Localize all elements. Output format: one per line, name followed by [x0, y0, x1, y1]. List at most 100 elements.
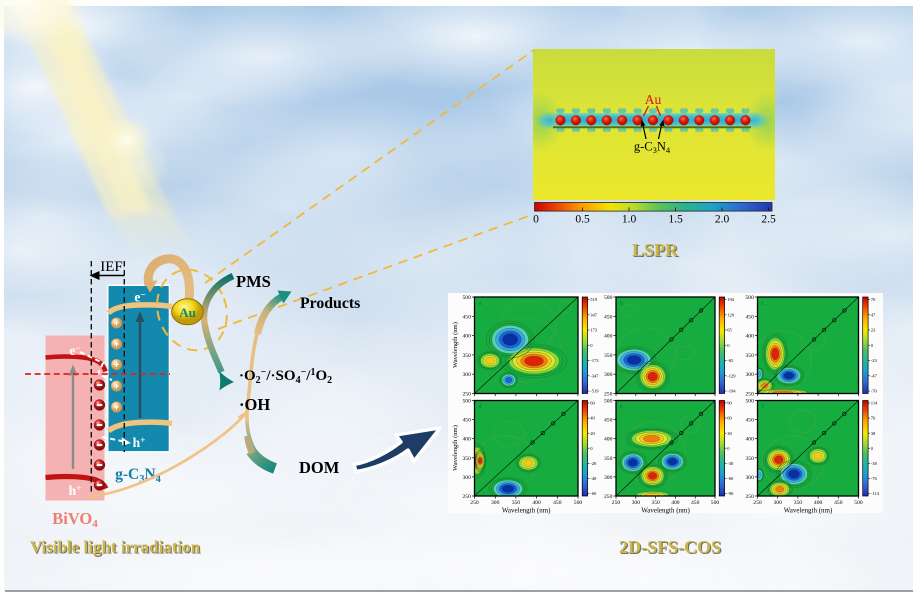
svg-text:Au: Au: [179, 305, 196, 320]
svg-text:23: 23: [871, 328, 876, 333]
svg-text:+: +: [114, 339, 119, 349]
svg-text:250: 250: [753, 500, 762, 506]
svg-text:-60: -60: [590, 491, 597, 496]
svg-text:76: 76: [871, 416, 876, 421]
svg-text:500: 500: [463, 295, 472, 301]
svg-text:350: 350: [463, 456, 472, 462]
svg-text:0: 0: [727, 446, 730, 451]
svg-text:Visible light irradiation: Visible light irradiation: [31, 539, 202, 558]
svg-text:30: 30: [727, 431, 732, 436]
svg-text:0: 0: [590, 446, 593, 451]
svg-text:500: 500: [463, 399, 472, 405]
svg-text:2.5: 2.5: [761, 214, 776, 226]
svg-text:20: 20: [590, 431, 595, 436]
svg-text:-129: -129: [727, 373, 736, 378]
svg-text:400: 400: [814, 500, 823, 506]
svg-text:350: 350: [604, 456, 613, 462]
svg-text:60: 60: [727, 416, 732, 421]
svg-text:300: 300: [491, 500, 500, 506]
svg-text:90: 90: [727, 401, 732, 406]
svg-text:60: 60: [590, 401, 595, 406]
svg-text:-23: -23: [871, 358, 878, 363]
svg-text:300: 300: [746, 372, 755, 378]
svg-text:+: +: [114, 402, 119, 412]
svg-text:450: 450: [463, 418, 472, 424]
svg-text:300: 300: [463, 372, 472, 378]
svg-text:Products: Products: [300, 295, 360, 312]
svg-text:-20: -20: [590, 461, 597, 466]
svg-text:0: 0: [533, 214, 539, 226]
svg-text:-114: -114: [871, 491, 880, 496]
svg-text:500: 500: [746, 295, 755, 301]
svg-text:350: 350: [746, 456, 755, 462]
svg-text:·OH: ·OH: [239, 395, 270, 414]
svg-text:-65: -65: [727, 358, 734, 363]
svg-text:-30: -30: [727, 461, 734, 466]
svg-text:+: +: [114, 318, 119, 328]
svg-text:47: 47: [871, 312, 876, 317]
svg-text:+: +: [114, 360, 119, 370]
svg-text:-347: -347: [590, 373, 599, 378]
svg-text:400: 400: [671, 500, 680, 506]
svg-text:BiVO4: BiVO4: [52, 509, 98, 530]
svg-text:1.0: 1.0: [622, 214, 637, 226]
svg-text:450: 450: [746, 314, 755, 320]
svg-text:250: 250: [463, 494, 472, 500]
svg-text:300: 300: [746, 475, 755, 481]
svg-text:350: 350: [651, 500, 660, 506]
svg-text:450: 450: [463, 314, 472, 320]
svg-text:0: 0: [727, 343, 730, 348]
svg-text:500: 500: [854, 500, 863, 506]
svg-text:250: 250: [746, 494, 755, 500]
svg-text:400: 400: [604, 437, 613, 443]
svg-text:173: 173: [590, 328, 598, 333]
svg-text:500: 500: [604, 399, 613, 405]
svg-text:0: 0: [590, 343, 593, 348]
svg-text:Au: Au: [645, 92, 662, 107]
svg-text:65: 65: [727, 328, 732, 333]
svg-text:Wavelength (nm): Wavelength (nm): [784, 507, 833, 515]
svg-text:114: 114: [871, 401, 878, 406]
svg-text:g-C3N4: g-C3N4: [634, 140, 671, 156]
svg-text:350: 350: [794, 500, 803, 506]
svg-text:40: 40: [590, 416, 595, 421]
svg-text:DOM: DOM: [299, 458, 340, 477]
svg-text:b: b: [620, 301, 623, 307]
svg-text:129: 129: [727, 312, 735, 317]
svg-text:400: 400: [746, 437, 755, 443]
svg-text:350: 350: [604, 353, 613, 359]
svg-text:500: 500: [604, 295, 613, 301]
svg-text:Wavelength (nm): Wavelength (nm): [452, 322, 459, 368]
svg-text:500: 500: [711, 500, 720, 506]
svg-text:-40: -40: [590, 476, 597, 481]
svg-text:2D-SFS-COS: 2D-SFS-COS: [620, 538, 722, 558]
svg-text:500: 500: [746, 399, 755, 405]
svg-text:250: 250: [463, 392, 472, 398]
svg-text:450: 450: [834, 500, 843, 506]
svg-text:450: 450: [746, 418, 755, 424]
svg-text:Wavelength (nm): Wavelength (nm): [641, 507, 690, 515]
svg-text:-47: -47: [871, 373, 878, 378]
svg-text:400: 400: [463, 437, 472, 443]
svg-text:-70: -70: [871, 389, 878, 394]
svg-text:347: 347: [590, 312, 598, 317]
svg-text:-38: -38: [871, 461, 878, 466]
svg-text:250: 250: [604, 494, 613, 500]
svg-text:250: 250: [612, 500, 621, 506]
svg-text:300: 300: [463, 475, 472, 481]
svg-text:LSPR: LSPR: [633, 241, 680, 261]
svg-text:Wavelength (nm): Wavelength (nm): [452, 425, 459, 471]
svg-text:400: 400: [746, 334, 755, 340]
svg-text:250: 250: [746, 392, 755, 398]
svg-text:-173: -173: [590, 358, 599, 363]
svg-text:2D-SFS-COS: 2D-SFS-COS: [619, 537, 721, 557]
svg-text:350: 350: [463, 353, 472, 359]
svg-text:400: 400: [463, 334, 472, 340]
svg-text:450: 450: [604, 418, 613, 424]
svg-text:300: 300: [774, 500, 783, 506]
svg-text:d: d: [479, 405, 482, 411]
svg-text:+: +: [114, 381, 119, 391]
svg-text:c: c: [762, 301, 765, 307]
svg-text:250: 250: [604, 392, 613, 398]
svg-text:e−: e−: [134, 290, 145, 305]
